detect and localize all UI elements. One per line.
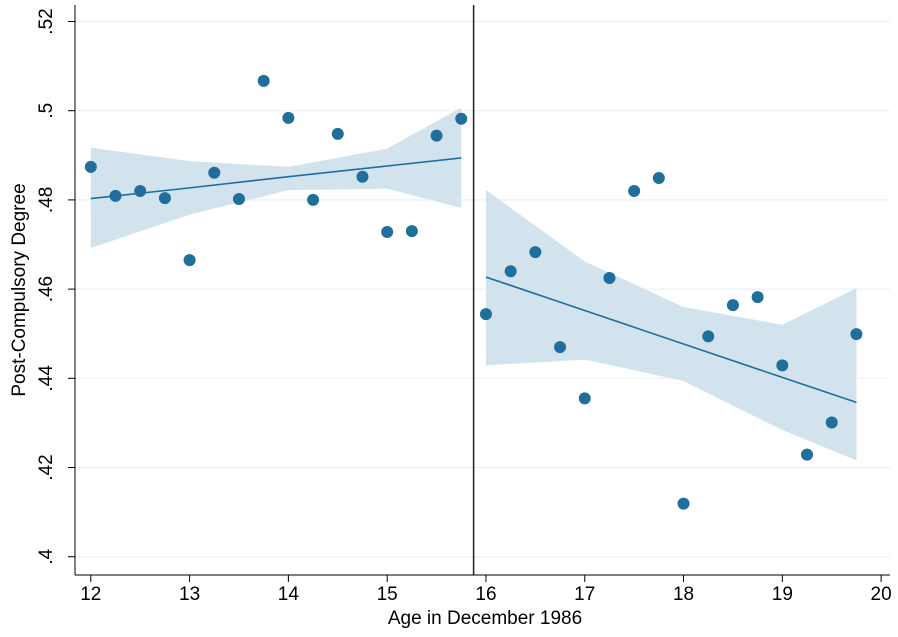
- point: [257, 74, 270, 87]
- point: [628, 184, 641, 197]
- y-tick-label: .4: [36, 548, 57, 564]
- point: [529, 246, 542, 259]
- x-tick-label: 18: [673, 584, 694, 605]
- point: [183, 254, 196, 267]
- point: [702, 330, 715, 343]
- point: [455, 112, 468, 125]
- y-tick-label: .42: [36, 454, 57, 480]
- point: [232, 193, 245, 206]
- point: [652, 172, 665, 185]
- x-tick-label: 17: [574, 584, 595, 605]
- y-axis-title: Post-Compulsory Degree: [9, 183, 30, 396]
- x-tick-label: 12: [80, 584, 101, 605]
- point: [208, 166, 221, 179]
- x-tick-label: 15: [377, 584, 398, 605]
- point: [726, 299, 739, 312]
- point: [603, 271, 616, 284]
- point: [158, 192, 171, 205]
- point: [504, 265, 517, 278]
- y-tick-label: .5: [36, 103, 57, 119]
- y-tick-label: .46: [36, 276, 57, 302]
- point: [331, 127, 344, 140]
- point: [307, 193, 320, 206]
- x-axis-title: Age in December 1986: [388, 608, 582, 629]
- point: [801, 448, 814, 461]
- x-tick-label: 19: [772, 584, 793, 605]
- point: [479, 308, 492, 321]
- point: [677, 497, 690, 510]
- y-tick-label: .52: [36, 8, 57, 34]
- point: [282, 111, 295, 124]
- point: [554, 341, 567, 354]
- y-tick-label: .44: [36, 365, 57, 392]
- point: [109, 189, 122, 202]
- fit-line: [90, 157, 462, 200]
- x-tick-label: 20: [871, 584, 892, 605]
- point: [430, 129, 443, 142]
- x-tick-label: 16: [475, 584, 496, 605]
- point: [356, 170, 369, 183]
- point: [84, 160, 97, 173]
- point: [776, 359, 789, 372]
- x-tick-label: 14: [278, 584, 300, 605]
- point: [825, 416, 838, 429]
- fit-line: [485, 276, 857, 404]
- x-tick-label: 13: [179, 584, 200, 605]
- y-tick-label: .48: [36, 187, 57, 213]
- point: [134, 184, 147, 197]
- point: [850, 328, 863, 341]
- point: [381, 226, 394, 239]
- point: [578, 392, 591, 405]
- point: [751, 291, 764, 304]
- confidence-band: [485, 190, 857, 461]
- point: [405, 225, 418, 238]
